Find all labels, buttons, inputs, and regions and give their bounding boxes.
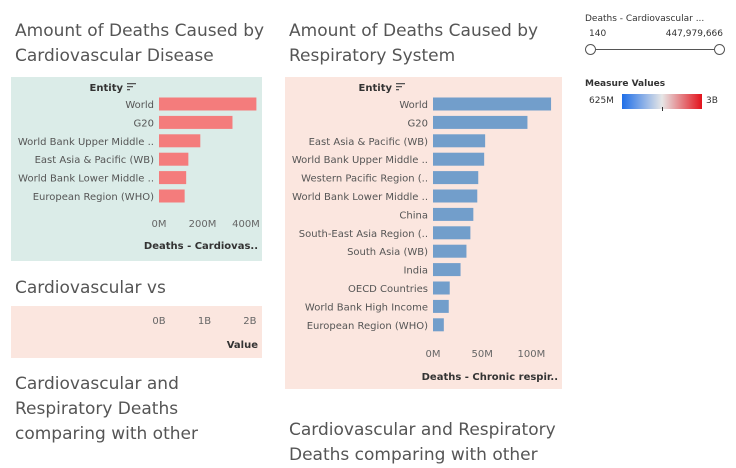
bar (433, 171, 479, 185)
tick-label: 50M (472, 349, 493, 360)
comp-sheet-title-right: Cardiovascular and Respiratory Deaths co… (289, 418, 579, 468)
sort-icon-line (396, 86, 402, 88)
tick-label: 0M (426, 349, 441, 360)
x-axis-label: Value (227, 340, 258, 351)
bar (159, 189, 185, 203)
category-label: G20 (134, 118, 154, 129)
bar (433, 281, 450, 295)
bar (433, 318, 444, 332)
cardio-sheet-title: Amount of Deaths Caused by Cardiovascula… (15, 19, 270, 69)
bar (433, 207, 474, 221)
filter-title: Deaths - Cardiovascular ... (585, 14, 705, 24)
category-label: European Region (WHO) (33, 192, 154, 203)
legend-max-label: 3B (706, 96, 718, 106)
category-label: India (403, 266, 428, 277)
x-axis-label: Deaths - Cardiovas.. (144, 241, 258, 252)
chart-background (11, 306, 262, 358)
tick-label: 400M (232, 219, 260, 230)
tick-label: 100M (518, 349, 546, 360)
category-label: South Asia (WB) (347, 247, 428, 258)
filter-max-label: 447,979,666 (665, 29, 723, 39)
tick-label: 0M (152, 219, 167, 230)
resp-bar-chart: Entity World G20 East Asia & Pacific (WB) Wo… (285, 77, 562, 389)
vs-bar-chart: 0B 1B 2B Value (11, 306, 262, 358)
comp-title-left-text: Cardiovascular and Respiratory Deaths co… (15, 374, 198, 444)
vs-title-text: Cardiovascular vs (15, 278, 166, 298)
legend-tick (662, 107, 663, 111)
bar (433, 263, 461, 277)
sort-icon-line (127, 86, 133, 88)
bar (433, 226, 471, 240)
category-label: East Asia & Pacific (WB) (309, 137, 428, 148)
category-label: World Bank Lower Middle .. (292, 192, 428, 203)
bar (433, 134, 486, 148)
bar (433, 97, 552, 111)
legend-color-ramp (622, 94, 702, 109)
vs-sheet-title: Cardiovascular vs (15, 276, 265, 301)
tick-label: 0B (152, 316, 165, 327)
entity-header: Entity (359, 83, 393, 94)
category-label: World Bank Upper Middle .. (292, 155, 428, 166)
tick-label: 2B (243, 316, 256, 327)
filter-slider-track[interactable] (585, 43, 725, 57)
filter-min-handle[interactable] (585, 44, 596, 55)
entity-header: Entity (90, 83, 124, 94)
category-label: World (399, 100, 428, 111)
sort-icon-line (127, 83, 136, 85)
sort-icon-line (396, 83, 405, 85)
legend-min-label: 625M (589, 96, 614, 106)
category-label: East Asia & Pacific (WB) (35, 155, 154, 166)
range-filter: Deaths - Cardiovascular ... 140 447,979,… (585, 14, 725, 57)
bar (433, 115, 528, 129)
chart-background (285, 77, 562, 389)
bar (159, 134, 201, 148)
category-label: World (125, 100, 154, 111)
category-label: World Bank High Income (305, 302, 428, 313)
category-label: OECD Countries (348, 284, 428, 295)
sort-icon-line (396, 89, 399, 91)
resp-title-text: Amount of Deaths Caused by Respiratory S… (289, 21, 539, 66)
category-label: European Region (WHO) (307, 321, 428, 332)
category-label: China (399, 210, 428, 221)
category-label: Western Pacific Region (.. (301, 174, 428, 185)
x-axis-label: Deaths - Chronic respir.. (422, 372, 558, 383)
category-label: World Bank Upper Middle .. (18, 137, 154, 148)
cardio-title-text: Amount of Deaths Caused by Cardiovascula… (15, 21, 265, 66)
bar (159, 171, 187, 185)
color-legend: Measure Values 625M 3B (585, 79, 725, 112)
bar (159, 152, 189, 166)
tick-label: 1B (198, 316, 211, 327)
bar (433, 189, 478, 203)
category-label: South-East Asia Region (.. (299, 229, 428, 240)
bar (433, 152, 485, 166)
tick-label: 200M (189, 219, 217, 230)
resp-sheet-title: Amount of Deaths Caused by Respiratory S… (289, 19, 554, 69)
filter-min-label: 140 (589, 29, 607, 39)
bar (433, 299, 449, 313)
filter-max-handle[interactable] (714, 44, 725, 55)
sort-icon-line (127, 89, 130, 91)
sort-icon (396, 83, 405, 91)
legend-title: Measure Values (585, 79, 666, 89)
bar (159, 115, 233, 129)
bar (433, 244, 467, 258)
category-label: G20 (408, 118, 428, 129)
comp-sheet-title-left: Cardiovascular and Respiratory Deaths co… (15, 372, 225, 447)
comp-title-right-text: Cardiovascular and Respiratory Deaths co… (289, 420, 556, 465)
sort-icon (127, 83, 136, 91)
bar (159, 97, 257, 111)
category-label: World Bank Lower Middle .. (18, 174, 154, 185)
